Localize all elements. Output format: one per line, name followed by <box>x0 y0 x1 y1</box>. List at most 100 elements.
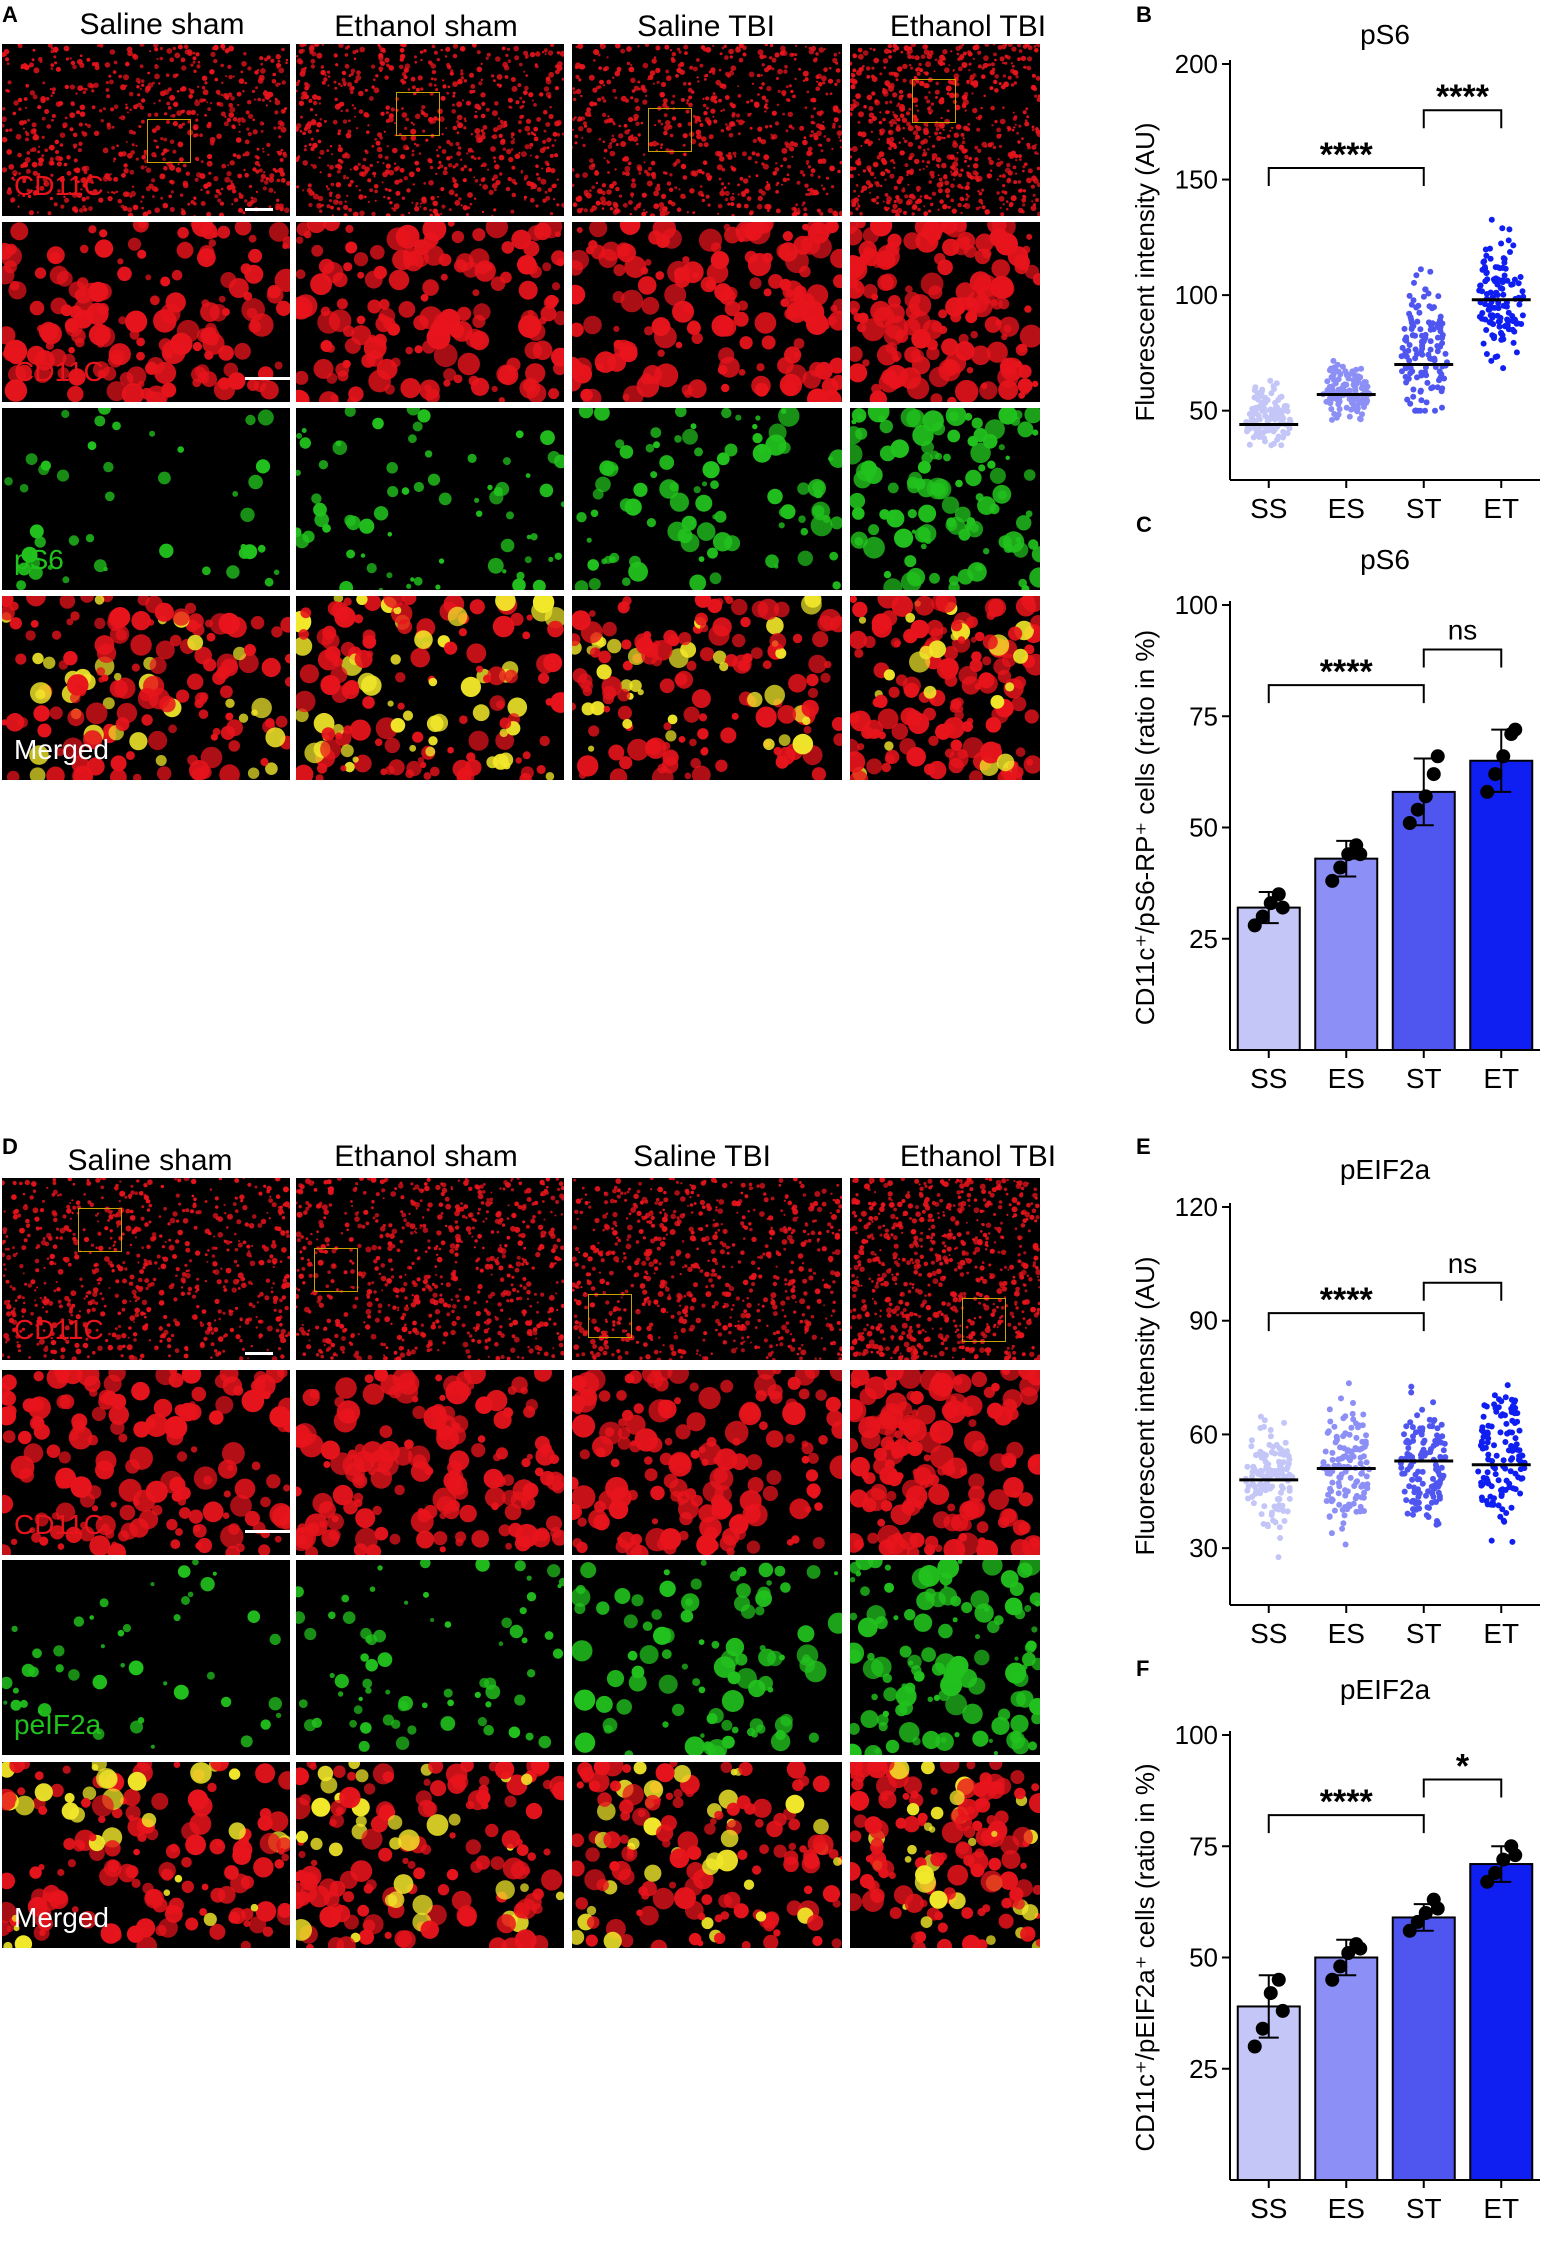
data-point <box>1485 1456 1491 1462</box>
data-point <box>1418 349 1424 355</box>
data-point <box>1479 1424 1485 1430</box>
data-point <box>1325 1973 1339 1987</box>
data-point <box>1259 1511 1265 1517</box>
data-point <box>1430 1399 1436 1405</box>
data-point <box>1431 1902 1445 1916</box>
data-point <box>1517 1447 1523 1453</box>
data-point <box>1248 1443 1254 1449</box>
data-point <box>1274 1442 1280 1448</box>
data-point <box>1328 406 1334 412</box>
data-point <box>1264 1986 1278 2000</box>
col-title-a-saline-tbi: Saline TBI <box>576 10 836 44</box>
chart-title: pEIF2a <box>1340 1155 1431 1185</box>
data-point <box>1502 1466 1508 1472</box>
data-point <box>1503 1394 1509 1400</box>
data-point <box>1362 1444 1368 1450</box>
data-point <box>1348 1425 1354 1431</box>
data-point <box>1412 355 1418 361</box>
data-point <box>1262 1417 1268 1423</box>
x-tick-label: SS <box>1250 2193 1287 2224</box>
roi-box <box>912 79 956 123</box>
data-point <box>1402 1471 1408 1477</box>
data-point <box>1271 441 1277 447</box>
data-point <box>1416 310 1422 316</box>
data-point <box>1424 380 1430 386</box>
data-point <box>1413 305 1419 311</box>
data-point <box>1277 1535 1283 1541</box>
x-tick-label: SS <box>1250 1618 1287 1649</box>
data-point <box>1496 1477 1502 1483</box>
data-point <box>1271 386 1277 392</box>
col-title-a-saline-sham: Saline sham <box>32 8 292 42</box>
data-point <box>1256 910 1270 924</box>
d-micrograph-r1-c2 <box>296 1178 564 1360</box>
data-point <box>1338 1456 1344 1462</box>
data-point <box>1329 383 1335 389</box>
chart-title: pS6 <box>1360 20 1410 50</box>
data-point <box>1512 277 1518 283</box>
significance-bracket <box>1424 1283 1502 1301</box>
data-point <box>1419 1425 1425 1431</box>
data-point <box>1515 320 1521 326</box>
d-stain-label-r1: CD11C <box>14 1314 104 1346</box>
data-point <box>1420 1481 1426 1487</box>
data-point <box>1436 377 1442 383</box>
y-tick-label: 50 <box>1189 813 1218 843</box>
data-point <box>1427 1417 1433 1423</box>
data-point <box>1410 1438 1416 1444</box>
data-point <box>1258 400 1264 406</box>
data-point <box>1439 1475 1445 1481</box>
data-point <box>1324 378 1330 384</box>
x-tick-label: ST <box>1406 2193 1442 2224</box>
a-micrograph-r2-c4 <box>850 222 1040 402</box>
data-point <box>1427 1423 1433 1429</box>
data-point <box>1480 259 1486 265</box>
data-point <box>1266 427 1272 433</box>
d-micrograph-r1-c3 <box>572 1178 842 1360</box>
bar <box>1393 792 1455 1050</box>
data-point <box>1438 371 1444 377</box>
a-micrograph-r2-c2 <box>296 222 564 402</box>
data-point <box>1341 383 1347 389</box>
y-tick-label: 100 <box>1175 1720 1218 1750</box>
data-point <box>1273 1519 1279 1525</box>
data-point <box>1402 326 1408 332</box>
data-point <box>1357 374 1363 380</box>
data-point <box>1338 1395 1344 1401</box>
data-point <box>1270 1468 1276 1474</box>
data-point <box>1439 385 1445 391</box>
scale-bar <box>245 377 290 380</box>
data-point <box>1491 1442 1497 1448</box>
data-point <box>1327 1419 1333 1425</box>
data-point <box>1433 1464 1439 1470</box>
chart-title: pS6 <box>1360 545 1410 575</box>
data-point <box>1336 1502 1342 1508</box>
data-point <box>1328 398 1334 404</box>
a-micrograph-r4-c2 <box>296 596 564 780</box>
data-point <box>1483 327 1489 333</box>
data-point <box>1244 1488 1250 1494</box>
data-point <box>1430 320 1436 326</box>
roi-box <box>78 1208 122 1252</box>
data-point <box>1508 282 1514 288</box>
data-point <box>1510 1485 1516 1491</box>
data-point <box>1404 1438 1410 1444</box>
a-micrograph-r3-c2 <box>296 408 564 590</box>
y-tick-label: 25 <box>1189 2054 1218 2084</box>
d-micrograph-r3-c1: peIF2a <box>2 1560 290 1755</box>
roi-box <box>147 119 191 163</box>
data-point <box>1411 1489 1417 1495</box>
data-point <box>1407 1419 1413 1425</box>
data-point <box>1276 901 1290 915</box>
data-point <box>1497 1514 1503 1520</box>
data-point <box>1492 305 1498 311</box>
data-point <box>1496 749 1510 763</box>
y-axis-label: Fluorescent intensity (AU) <box>1130 1256 1160 1555</box>
x-tick-label: ET <box>1483 1618 1519 1649</box>
data-point <box>1483 270 1489 276</box>
data-point <box>1481 1402 1487 1408</box>
col-title-d-ethanol-tbi: Ethanol TBI <box>848 1140 1108 1174</box>
data-point <box>1491 1401 1497 1407</box>
data-point <box>1342 1504 1348 1510</box>
